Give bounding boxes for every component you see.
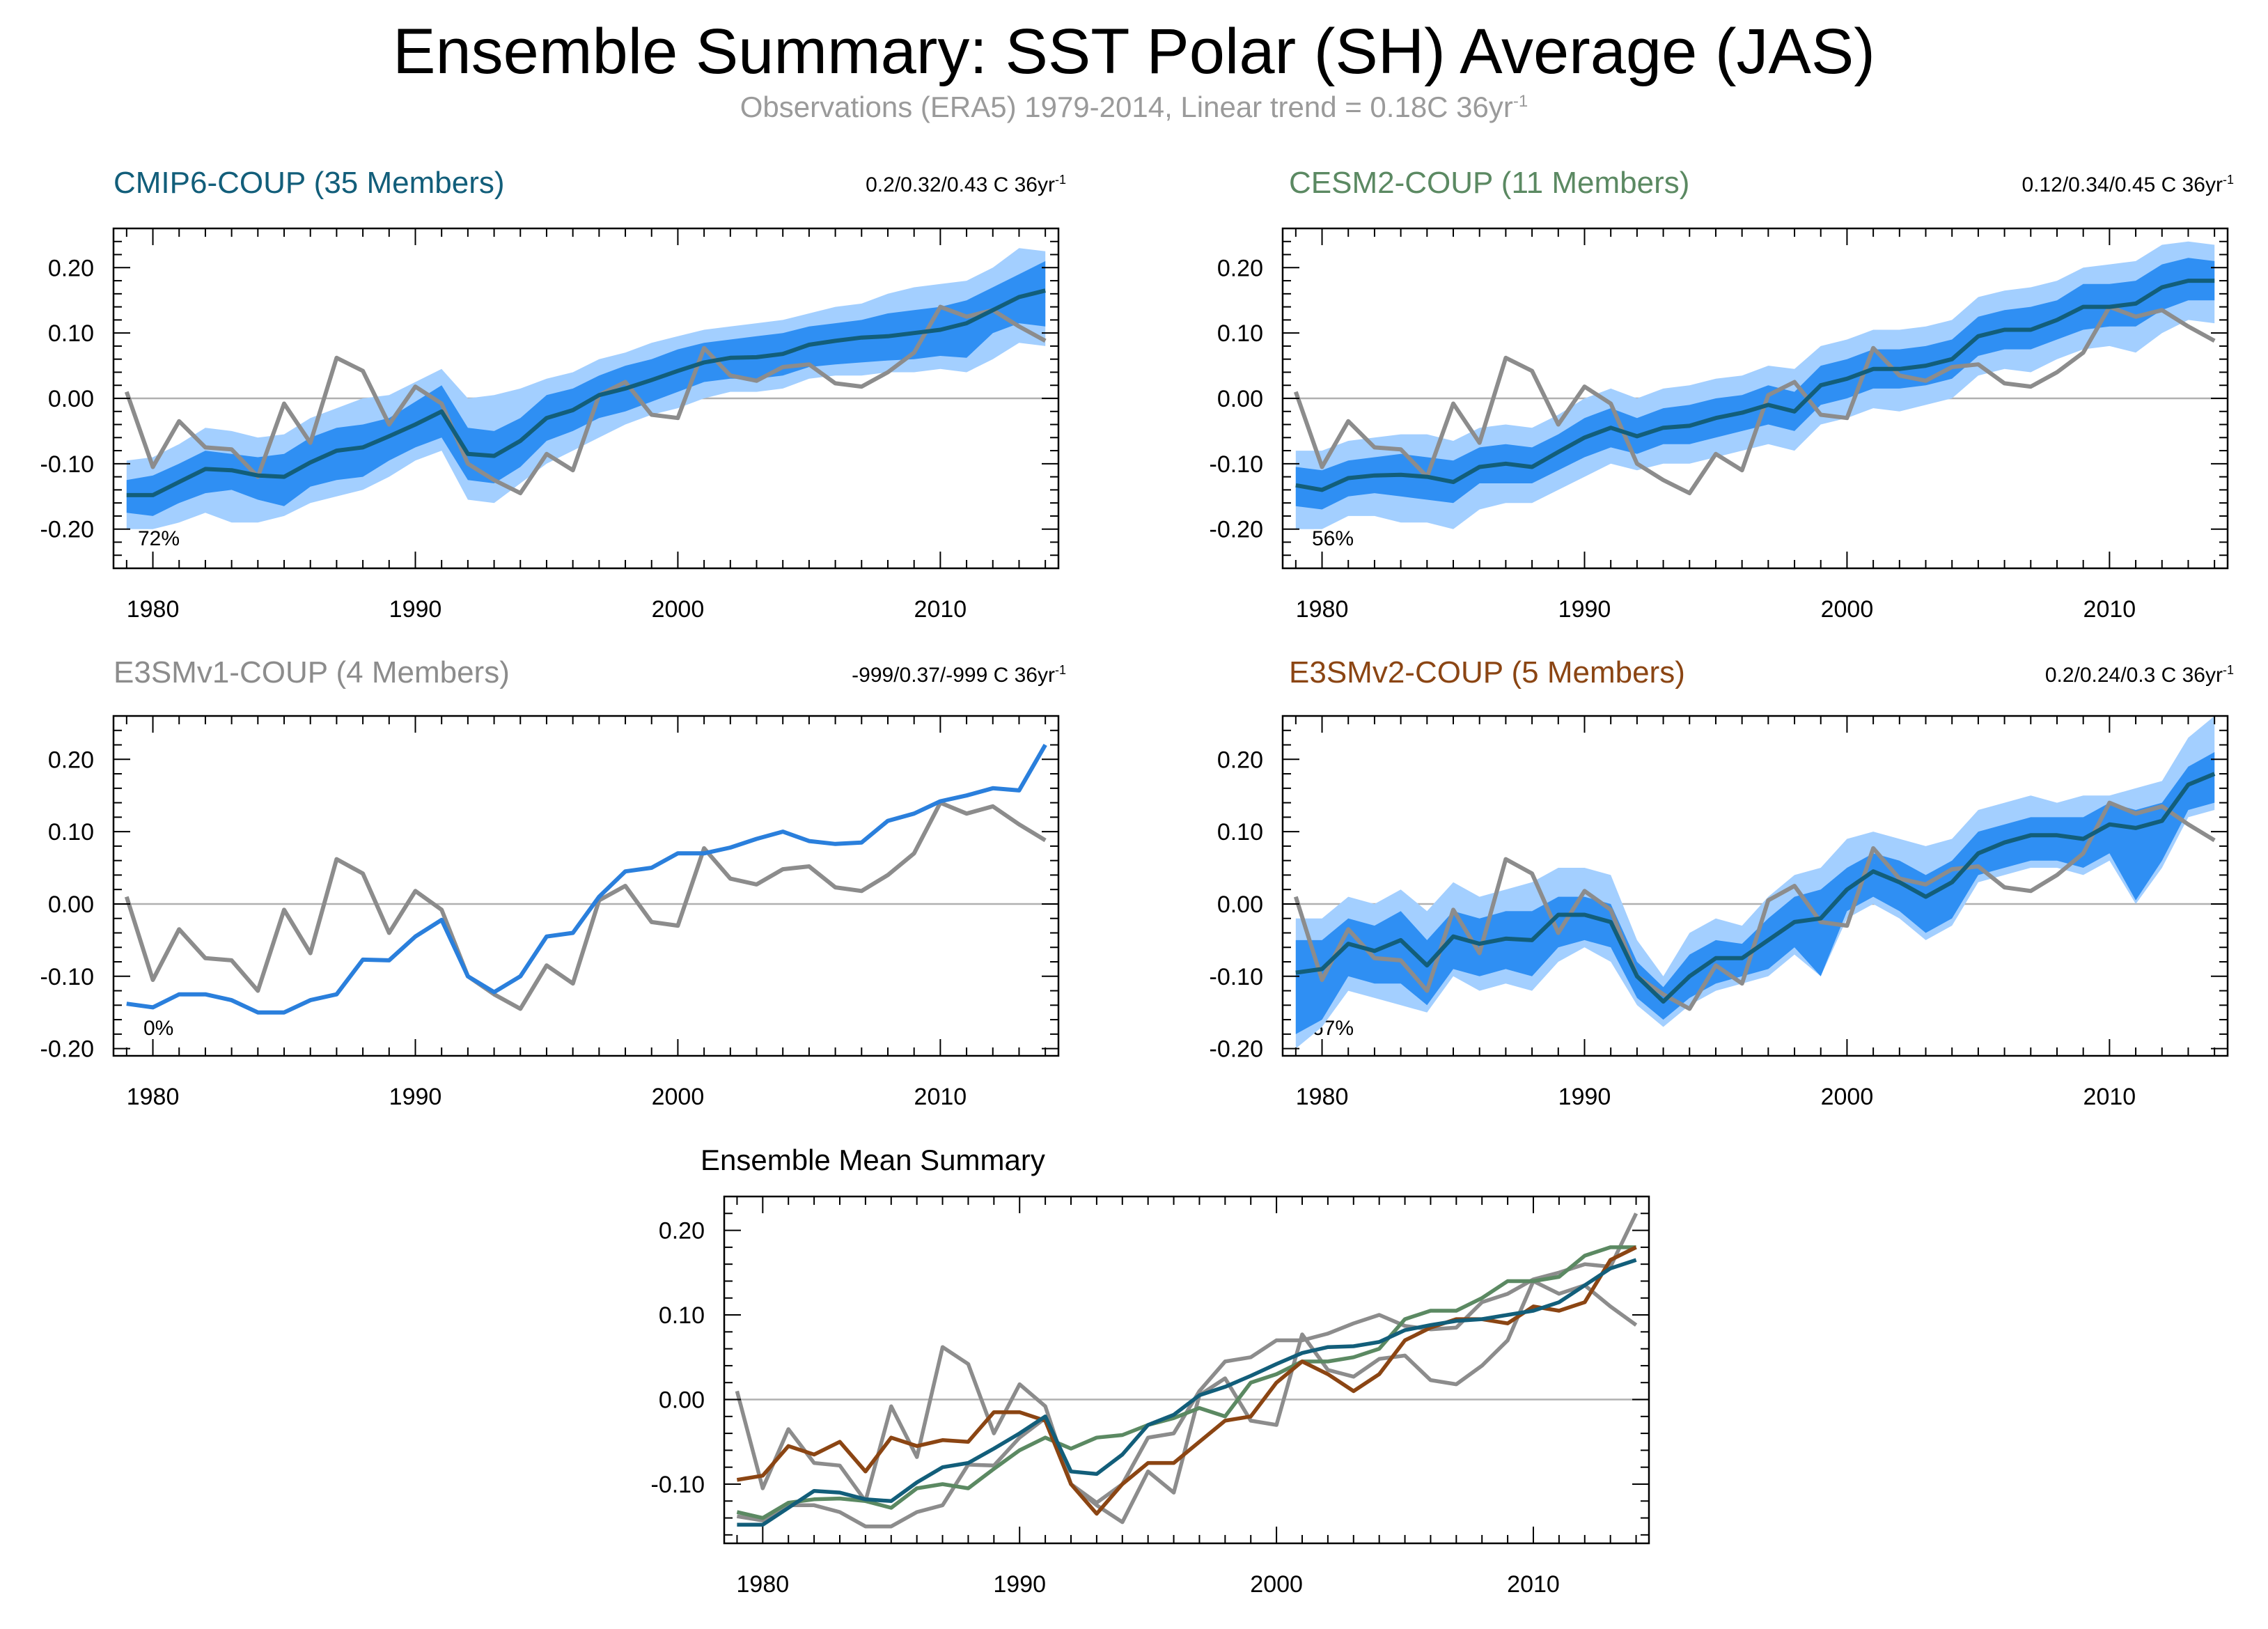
x-tick-label: 2000 bbox=[652, 596, 705, 623]
inner-range-band bbox=[1295, 258, 2215, 510]
plot-frame bbox=[112, 715, 1060, 1057]
plot-summary: 1980 1990 2000 2010 0.20 0.10 0.00 -0.10 bbox=[651, 1195, 1650, 1598]
subtitle-text: Observations (ERA5) 1979-2014, Linear tr… bbox=[740, 91, 1513, 123]
plot-cesm2: 1980 1990 2000 2010 0.20 0.10 0.00 -0.10 -0.20 bbox=[1210, 227, 2229, 623]
observations-line bbox=[1293, 304, 2216, 496]
x-tick-label: 2010 bbox=[914, 596, 967, 623]
y-tick-label: -0.20 bbox=[40, 1036, 95, 1063]
inner-range-band bbox=[1295, 751, 2215, 1034]
plot-body-e3smv1 bbox=[114, 744, 1058, 1015]
x-tick-label: 1990 bbox=[389, 1084, 442, 1110]
plot-frame bbox=[723, 1195, 1650, 1545]
ensemble-mean-line bbox=[126, 288, 1046, 497]
series-line-cesm2 bbox=[736, 1245, 1636, 1520]
plot-body-cmip6 bbox=[114, 248, 1058, 529]
trend-sup-cmip6: -1 bbox=[1054, 173, 1066, 187]
trend-text-cmip6: 0.2/0.32/0.43 C 36yr bbox=[866, 173, 1055, 196]
trend-label-cmip6: 0.2/0.32/0.43 C 36yr-1 bbox=[866, 173, 1066, 197]
trend-text-cesm2: 0.12/0.34/0.45 C 36yr bbox=[2021, 173, 2223, 196]
ensemble-mean-line bbox=[1295, 279, 2215, 492]
y-tick-label: 0.20 bbox=[1217, 747, 1263, 773]
x-tick-label: 1980 bbox=[127, 1084, 180, 1110]
figure-title: Ensemble Summary: SST Polar (SH) Average… bbox=[393, 16, 1875, 87]
y-tick-label: 0.10 bbox=[659, 1302, 705, 1329]
trend-sup-e3smv2: -1 bbox=[2222, 663, 2234, 677]
outer-range-band bbox=[1295, 716, 2215, 1049]
y-tick-label: 0.10 bbox=[1217, 320, 1263, 347]
y-tick-label: -0.20 bbox=[1210, 517, 1264, 543]
observations-line bbox=[1293, 800, 2216, 1011]
y-tick-label: -0.10 bbox=[40, 964, 95, 990]
panel-title-summary: Ensemble Mean Summary bbox=[701, 1144, 1045, 1176]
y-tick-label: 0.20 bbox=[48, 255, 94, 281]
trend-text-e3smv1: -999/0.37/-999 C 36yr bbox=[852, 664, 1055, 687]
x-tick-label: 2010 bbox=[2083, 1084, 2136, 1110]
trend-label-cesm2: 0.12/0.34/0.45 C 36yr-1 bbox=[2021, 173, 2234, 197]
x-tick-label: 1990 bbox=[993, 1571, 1046, 1598]
ensemble-mean-line bbox=[126, 744, 1047, 1015]
y-tick-label: -0.20 bbox=[1210, 1036, 1264, 1063]
plot-body-e3smv2 bbox=[1283, 716, 2228, 1049]
series-line-obs bbox=[735, 1279, 1638, 1525]
plot-frame bbox=[1281, 715, 2229, 1057]
plot-body-summary bbox=[724, 1213, 1649, 1529]
panel-title-e3smv1: E3SMv1-COUP (4 Members) bbox=[114, 655, 510, 689]
y-tick-label: 0.00 bbox=[48, 891, 94, 918]
y-tick-label: -0.20 bbox=[40, 517, 95, 543]
x-tick-label: 2000 bbox=[1821, 596, 1874, 623]
trend-label-e3smv2: 0.2/0.24/0.3 C 36yr-1 bbox=[2045, 663, 2234, 687]
trend-text-e3smv2: 0.2/0.24/0.3 C 36yr bbox=[2044, 664, 2223, 687]
plot-cmip6: 1980 1990 2000 2010 0.20 0.10 0.00 -0.10 -0.20 bbox=[40, 227, 1060, 623]
inner-range-band bbox=[126, 260, 1046, 516]
y-tick-label: 0.00 bbox=[659, 1387, 705, 1414]
y-tick-label: -0.10 bbox=[1210, 451, 1264, 478]
y-tick-label: -0.10 bbox=[1210, 964, 1264, 990]
plot-e3smv1: 1980 1990 2000 2010 0.20 0.10 0.00 -0.10 -0.20 bbox=[40, 715, 1060, 1110]
x-tick-label: 1980 bbox=[1296, 596, 1349, 623]
x-tick-label: 1990 bbox=[1558, 596, 1611, 623]
panel-title-e3smv2: E3SMv2-COUP (5 Members) bbox=[1289, 655, 1685, 689]
figure-subtitle: Observations (ERA5) 1979-2014, Linear tr… bbox=[0, 91, 2268, 124]
x-tick-label: 1980 bbox=[737, 1571, 790, 1598]
x-tick-label: 2000 bbox=[1250, 1571, 1303, 1598]
ensemble-mean-line bbox=[1295, 772, 2216, 1004]
subtitle-sup: -1 bbox=[1512, 92, 1528, 111]
y-tick-label: 0.10 bbox=[1217, 819, 1263, 845]
panel-title-cmip6: CMIP6-COUP (35 Members) bbox=[114, 166, 505, 200]
trend-label-e3smv1: -999/0.37/-999 C 36yr-1 bbox=[852, 663, 1066, 687]
x-tick-label: 1980 bbox=[1296, 1084, 1349, 1110]
y-tick-label: 0.10 bbox=[48, 819, 94, 845]
plot-body-cesm2 bbox=[1283, 241, 2228, 529]
y-tick-label: 0.10 bbox=[48, 320, 94, 347]
trend-sup-cesm2: -1 bbox=[2222, 173, 2234, 187]
plot-e3smv2: 1980 1990 2000 2010 0.20 0.10 0.00 -0.10 -0.20 bbox=[1210, 715, 2229, 1110]
percent-label-cmip6: 72% bbox=[138, 527, 180, 550]
y-tick-label: 0.20 bbox=[659, 1218, 705, 1245]
x-tick-label: 1990 bbox=[1558, 1084, 1611, 1110]
x-tick-label: 2010 bbox=[2083, 596, 2136, 623]
x-tick-label: 2010 bbox=[1507, 1571, 1560, 1598]
x-tick-label: 2000 bbox=[1821, 1084, 1874, 1110]
trend-sup-e3smv1: -1 bbox=[1054, 663, 1066, 677]
y-tick-label: 0.20 bbox=[48, 747, 94, 773]
x-tick-label: 1980 bbox=[127, 596, 180, 623]
y-tick-label: 0.00 bbox=[1217, 386, 1263, 412]
observations-line bbox=[124, 800, 1047, 1011]
series-line-cmip6 bbox=[737, 1258, 1637, 1527]
x-tick-label: 1990 bbox=[389, 596, 442, 623]
x-tick-label: 2000 bbox=[652, 1084, 705, 1110]
y-tick-label: 0.00 bbox=[48, 386, 94, 412]
panel-title-cesm2: CESM2-COUP (11 Members) bbox=[1289, 166, 1690, 200]
observations-line bbox=[124, 304, 1047, 496]
y-tick-label: -0.10 bbox=[40, 451, 95, 478]
y-tick-label: -0.10 bbox=[651, 1472, 705, 1498]
percent-label-cesm2: 56% bbox=[1312, 527, 1354, 550]
y-tick-label: 0.00 bbox=[1217, 891, 1263, 918]
y-tick-label: 0.20 bbox=[1217, 255, 1263, 281]
percent-label-e3smv1: 0% bbox=[143, 1017, 174, 1040]
x-tick-label: 2010 bbox=[914, 1084, 967, 1110]
